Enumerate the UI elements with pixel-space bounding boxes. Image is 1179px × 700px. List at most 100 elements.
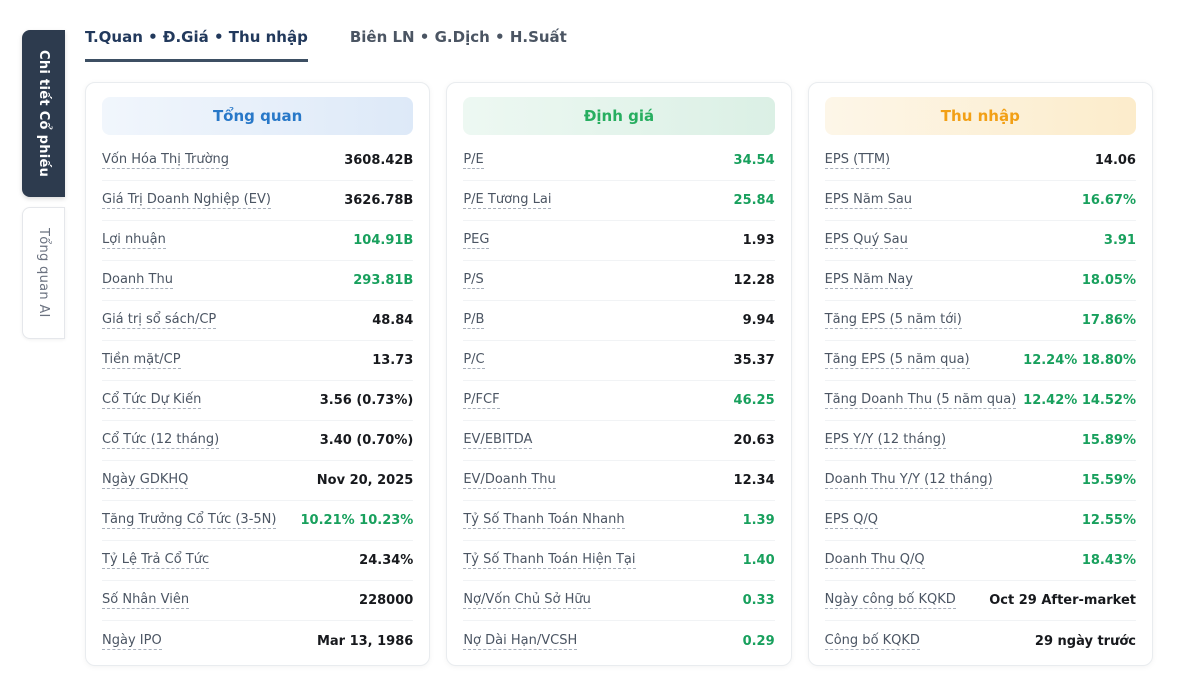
stat-label[interactable]: Ngày IPO bbox=[102, 632, 162, 650]
stat-value: 16.67% bbox=[1081, 193, 1136, 208]
stat-label[interactable]: Ngày GDKHQ bbox=[102, 472, 189, 489]
stat-row: Ngày GDKHQ Nov 20, 2025 bbox=[102, 461, 414, 501]
stat-label[interactable]: P/FCF bbox=[463, 392, 500, 409]
stat-row: EPS Y/Y (12 tháng) 15.89% bbox=[824, 421, 1136, 461]
stat-row: Ngày IPO Mar 13, 1986 bbox=[102, 621, 413, 661]
stat-row: Nợ Dài Hạn/VCSH 0.29 bbox=[463, 621, 775, 661]
stat-row: P/E 34.54 bbox=[463, 141, 775, 181]
stat-row: Tỷ Số Thanh Toán Hiện Tại 1.40 bbox=[463, 541, 775, 581]
stat-row: EPS Quý Sau 3.91 bbox=[824, 221, 1136, 261]
stat-value: 48.84 bbox=[372, 313, 414, 328]
stat-value: 12.42% 14.52% bbox=[1023, 393, 1136, 408]
stat-label[interactable]: EPS (TTM) bbox=[824, 152, 891, 169]
stat-label[interactable]: Doanh Thu Q/Q bbox=[824, 552, 925, 569]
stat-row: Tăng Trưởng Cổ Tức (3-5N) 10.21% 10.23% bbox=[102, 501, 414, 541]
stat-value: 3.56 (0.73%) bbox=[319, 393, 414, 408]
stat-label[interactable]: Doanh Thu bbox=[102, 272, 173, 289]
stat-label[interactable]: Vốn Hóa Thị Trường bbox=[102, 152, 230, 169]
stat-label[interactable]: EV/EBITDA bbox=[463, 432, 533, 449]
stat-value: 0.29 bbox=[742, 633, 775, 649]
main-content: T.Quan • Đ.Giá • Thu nhập Biên LN • G.Dị… bbox=[85, 0, 1153, 666]
stat-row: P/S 12.28 bbox=[463, 261, 775, 301]
stat-label[interactable]: P/E Tương Lai bbox=[463, 192, 552, 209]
stat-label[interactable]: Doanh Thu Y/Y (12 tháng) bbox=[824, 472, 993, 489]
side-tab-stock-details[interactable]: Chi tiết Cổ phiếu bbox=[22, 30, 65, 198]
stat-value: 12.34 bbox=[733, 473, 775, 488]
stat-row: Tỷ Lệ Trả Cổ Tức 24.34% bbox=[102, 541, 414, 581]
stat-label[interactable]: Cổ Tức Dự Kiến bbox=[102, 392, 202, 409]
stat-label[interactable]: EPS Năm Sau bbox=[824, 192, 913, 209]
stat-value: 35.37 bbox=[733, 353, 775, 368]
stat-value: 15.89% bbox=[1081, 433, 1136, 448]
stat-label[interactable]: Tỷ Số Thanh Toán Nhanh bbox=[463, 512, 625, 529]
stat-label[interactable]: P/E bbox=[463, 152, 484, 169]
stat-row: Giá trị sổ sách/CP 48.84 bbox=[102, 301, 414, 341]
stat-label[interactable]: Nợ Dài Hạn/VCSH bbox=[463, 632, 578, 650]
stat-label[interactable]: P/C bbox=[463, 352, 485, 369]
stat-row: Doanh Thu Y/Y (12 tháng) 15.59% bbox=[824, 461, 1136, 501]
stat-label[interactable]: EPS Quý Sau bbox=[824, 232, 908, 249]
stat-value: 20.63 bbox=[733, 433, 775, 448]
stat-value: 3.91 bbox=[1103, 233, 1136, 248]
stat-value: 12.55% bbox=[1081, 513, 1136, 528]
stat-row: EPS Q/Q 12.55% bbox=[824, 501, 1136, 541]
stat-label[interactable]: EPS Năm Nay bbox=[824, 272, 913, 289]
stat-row: Giá Trị Doanh Nghiệp (EV) 3626.78B bbox=[102, 181, 414, 221]
stat-label[interactable]: EPS Y/Y (12 tháng) bbox=[824, 432, 947, 449]
stat-label[interactable]: Tỷ Lệ Trả Cổ Tức bbox=[102, 552, 210, 569]
side-tab-ai-overview[interactable]: Tổng quan AI bbox=[22, 207, 65, 339]
stat-row: P/C 35.37 bbox=[463, 341, 775, 381]
stat-label[interactable]: Giá trị sổ sách/CP bbox=[102, 312, 217, 329]
stat-label[interactable]: P/S bbox=[463, 272, 484, 289]
stat-row: EV/EBITDA 20.63 bbox=[463, 421, 775, 461]
stat-value: 3.40 (0.70%) bbox=[319, 433, 414, 448]
stat-value: 13.73 bbox=[372, 353, 414, 368]
stat-label[interactable]: Tăng EPS (5 năm tới) bbox=[824, 312, 962, 329]
stat-label[interactable]: Lợi nhuận bbox=[102, 232, 166, 249]
stat-value: 0.33 bbox=[742, 593, 775, 608]
stat-row: Ngày công bố KQKD Oct 29 After-market bbox=[824, 581, 1136, 621]
stat-cards: Tổng quan Vốn Hóa Thị Trường 3608.42B Giá … bbox=[85, 82, 1153, 666]
stat-label[interactable]: Tăng Doanh Thu (5 năm qua) bbox=[824, 392, 1017, 409]
card-income-rows: EPS (TTM) 14.06 EPS Năm Sau 16.67% EPS Quý S… bbox=[824, 141, 1136, 661]
stat-value: 46.25 bbox=[733, 393, 775, 408]
stat-value: 104.91B bbox=[353, 233, 414, 248]
stat-value: 24.34% bbox=[359, 553, 414, 568]
stat-label[interactable]: EV/Doanh Thu bbox=[463, 472, 556, 489]
stat-value: Mar 13, 1986 bbox=[316, 633, 414, 649]
stat-label[interactable]: Số Nhân Viên bbox=[102, 592, 190, 609]
stat-row: Lợi nhuận 104.91B bbox=[102, 221, 414, 261]
stat-label[interactable]: Cổ Tức (12 tháng) bbox=[102, 432, 220, 449]
stat-row: Vốn Hóa Thị Trường 3608.42B bbox=[102, 141, 414, 181]
stat-row: Số Nhân Viên 228000 bbox=[102, 581, 414, 621]
stat-value: 228000 bbox=[359, 593, 414, 608]
stat-row: Công bố KQKD 29 ngày trước bbox=[824, 621, 1136, 661]
card-valuation: Định giá P/E 34.54 P/E Tương Lai 25.84 PEG 1.… bbox=[446, 82, 792, 666]
stat-row: EPS (TTM) 14.06 bbox=[824, 141, 1136, 181]
card-income-title: Thu nhập bbox=[824, 97, 1136, 135]
stat-label[interactable]: Giá Trị Doanh Nghiệp (EV) bbox=[102, 192, 271, 209]
tab-margin-trading-yield[interactable]: Biên LN • G.Dịch • H.Suất bbox=[349, 28, 567, 46]
stat-label[interactable]: Tăng Trưởng Cổ Tức (3-5N) bbox=[102, 512, 277, 529]
stat-row: PEG 1.93 bbox=[463, 221, 775, 261]
stat-label[interactable]: Nợ/Vốn Chủ Sở Hữu bbox=[463, 592, 591, 609]
stat-value: 17.86% bbox=[1081, 313, 1136, 328]
stat-label[interactable]: Tăng EPS (5 năm qua) bbox=[824, 352, 970, 369]
stat-value: 18.05% bbox=[1081, 273, 1136, 288]
stat-value: 15.59% bbox=[1081, 473, 1136, 488]
stat-value: 14.06 bbox=[1094, 153, 1136, 168]
stat-value: 25.84 bbox=[733, 193, 775, 208]
stat-row: Cổ Tức (12 tháng) 3.40 (0.70%) bbox=[102, 421, 414, 461]
stat-label[interactable]: Tỷ Số Thanh Toán Hiện Tại bbox=[463, 552, 636, 569]
top-tab-bar: T.Quan • Đ.Giá • Thu nhập Biên LN • G.Dị… bbox=[85, 28, 1153, 62]
stat-label[interactable]: P/B bbox=[463, 312, 485, 329]
tab-overview-valuation-income[interactable]: T.Quan • Đ.Giá • Thu nhập bbox=[85, 28, 308, 62]
stat-label[interactable]: Tiền mặt/CP bbox=[102, 352, 181, 369]
card-valuation-title: Định giá bbox=[463, 97, 775, 135]
stat-label[interactable]: PEG bbox=[463, 232, 490, 249]
stat-label[interactable]: EPS Q/Q bbox=[824, 512, 878, 529]
stat-value: 3608.42B bbox=[344, 153, 414, 168]
stat-label[interactable]: Ngày công bố KQKD bbox=[824, 592, 956, 609]
stat-label[interactable]: Công bố KQKD bbox=[824, 632, 920, 650]
stat-row: Tiền mặt/CP 13.73 bbox=[102, 341, 414, 381]
